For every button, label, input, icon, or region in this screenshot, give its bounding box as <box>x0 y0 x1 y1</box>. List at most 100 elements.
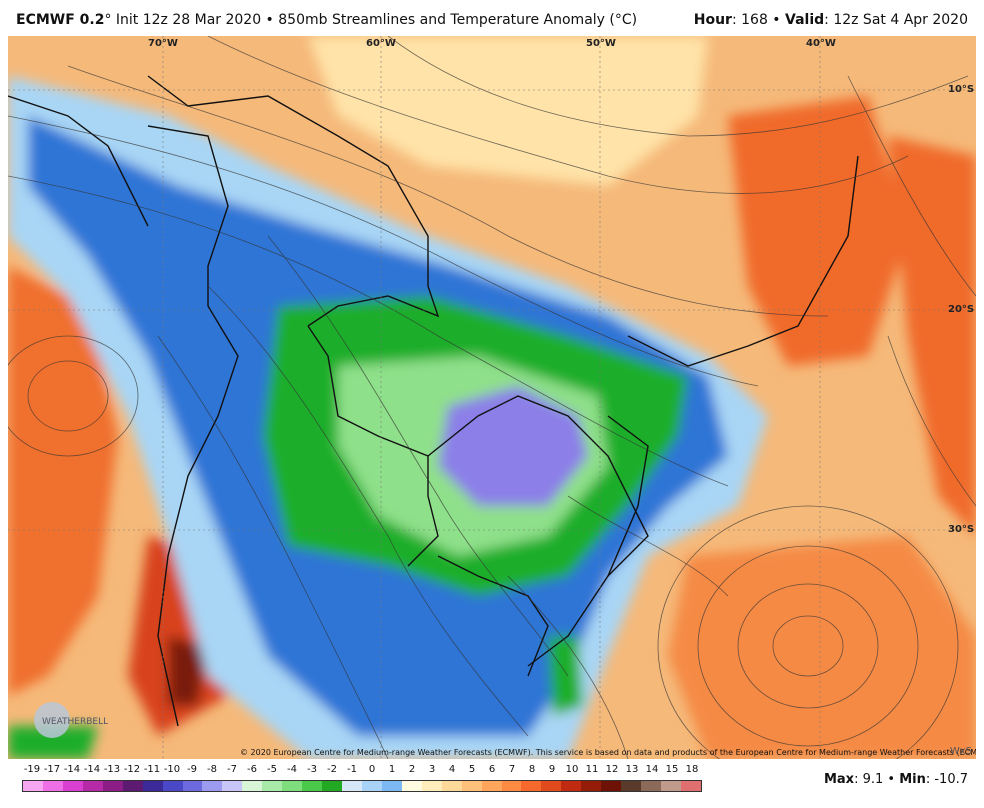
legend-tick-label: -11 <box>143 764 161 775</box>
model-name: ECMWF 0.2 <box>16 12 105 28</box>
valid-value: : 12z Sat 4 Apr 2020 <box>824 12 968 28</box>
legend-tick-label: 11 <box>585 764 599 775</box>
degree-mark: ° <box>104 12 112 28</box>
hour-label: Hour <box>693 12 732 28</box>
legend-swatch <box>23 781 43 791</box>
legend-tick-label: -1 <box>347 764 357 775</box>
legend-swatch <box>262 781 283 791</box>
streamlines <box>8 36 976 759</box>
legend-swatch <box>661 781 681 791</box>
legend-swatch <box>441 781 462 791</box>
atlantic-warm-region <box>888 136 976 536</box>
legend-swatch <box>381 781 402 791</box>
legend-swatch <box>401 781 422 791</box>
map-graphic <box>8 36 976 759</box>
legend-tick-label: -14 <box>63 764 81 775</box>
max-label: Max <box>823 772 855 787</box>
legend-tick-label: 14 <box>645 764 659 775</box>
legend-swatch <box>541 781 562 791</box>
legend-tick-label: 13 <box>625 764 639 775</box>
map-header: ECMWF 0.2° Init 12z 28 Mar 2020 • 850mb … <box>0 0 984 36</box>
legend-tick-label: -19 <box>23 764 41 775</box>
legend-swatch <box>302 781 323 791</box>
temperature-anomaly-map: 70°W 60°W 50°W 40°W 10°S 20°S 30°S WEATH… <box>8 36 976 759</box>
legend-tick-label: -13 <box>103 764 121 775</box>
graticule <box>8 36 976 759</box>
legend-tick-label: 1 <box>388 764 396 775</box>
coldest-anomaly-core <box>438 386 588 506</box>
bolivia-paraguay-border <box>307 325 439 567</box>
legend-tick-label: -10 <box>163 764 181 775</box>
legend-tick-label: -12 <box>123 764 141 775</box>
latitude-label-10s: 10°S <box>948 84 975 95</box>
legend-swatch <box>641 781 661 791</box>
weatherbell-logo: WEATHERBELL <box>30 696 116 742</box>
hour-value: : 168 • <box>731 12 786 28</box>
copyright-notice: © 2020 European Centre for Medium-range … <box>240 748 976 757</box>
init-text: Init 12z 28 Mar 2020 • 850mb Streamlines… <box>111 12 638 28</box>
legend-swatch <box>581 781 602 791</box>
legend-tick-label: 0 <box>368 764 376 775</box>
legend-swatch <box>561 781 582 791</box>
streamline-loop-high <box>697 545 919 747</box>
uruguay-border <box>437 555 549 677</box>
southwest-cold-patch <box>8 726 98 759</box>
legend-tick-label: 10 <box>565 764 579 775</box>
streamline <box>67 65 829 317</box>
streamline <box>887 335 976 507</box>
streamline <box>387 36 969 137</box>
longitude-label-40w: 40°W <box>806 38 836 49</box>
streamline <box>567 495 729 597</box>
legend-color-bar <box>22 780 702 792</box>
brazil-bolivia-border <box>147 75 440 327</box>
legend-swatch <box>82 781 103 791</box>
peru-border <box>147 125 229 306</box>
max-min-readout: Max: 9.1 • Min: -10.7 <box>824 772 968 787</box>
latitude-label-20s: 20°S <box>948 304 975 315</box>
streamline-loop-high <box>657 505 959 759</box>
legend-tick-label: -17 <box>43 764 61 775</box>
legend-swatch <box>122 781 143 791</box>
legend-tick-label: 18 <box>685 764 699 775</box>
color-legend: -19 -17 -14 -14 -13 -12 -11 -10 -9 -8 -7 -6 -5 -4 -3 -2… <box>22 764 702 804</box>
corner-mark: WxS <box>949 746 972 757</box>
streamline-loop-west <box>8 335 139 457</box>
legend-tick-label: -2 <box>327 764 337 775</box>
north-coast <box>8 95 149 227</box>
streamline <box>207 36 909 194</box>
legend-tick-label: -4 <box>287 764 297 775</box>
legend-swatch <box>361 781 382 791</box>
legend-swatch <box>461 781 482 791</box>
legend-swatch <box>322 781 342 791</box>
legend-swatch <box>342 781 362 791</box>
legend-tick-label: -3 <box>307 764 317 775</box>
mild-anomaly-region <box>308 36 708 186</box>
legend-swatch <box>481 781 502 791</box>
pacific-warm-region <box>8 266 118 696</box>
streamline <box>8 175 729 487</box>
latitude-label-30s: 30°S <box>948 524 975 535</box>
streamline <box>8 115 759 387</box>
legend-tick-label: -6 <box>247 764 257 775</box>
legend-swatch <box>501 781 522 791</box>
legend-swatch <box>601 781 622 791</box>
country-borders <box>8 75 859 727</box>
legend-tick-label: -9 <box>187 764 197 775</box>
longitude-label-70w: 70°W <box>148 38 178 49</box>
legend-tick-label: 15 <box>665 764 679 775</box>
streamline <box>207 285 529 737</box>
legend-tick-label: 4 <box>448 764 456 775</box>
legend-tick-label: 5 <box>468 764 476 775</box>
legend-tick-label: -5 <box>267 764 277 775</box>
legend-swatch <box>242 781 263 791</box>
streamline <box>157 335 389 759</box>
legend-ticks: -19 -17 -14 -14 -13 -12 -11 -10 -9 -8 -7 -6 -5 -4 -3 -2… <box>22 764 702 778</box>
streamline-loop-west <box>27 360 109 432</box>
legend-tick-label: -14 <box>83 764 101 775</box>
legend-tick-label: 12 <box>605 764 619 775</box>
logo-globe <box>34 702 70 738</box>
logo-text: WEATHERBELL <box>42 717 108 727</box>
streamline <box>267 235 569 677</box>
max-value: : 9.1 • <box>854 772 900 787</box>
streamline-loop-high <box>772 615 844 677</box>
